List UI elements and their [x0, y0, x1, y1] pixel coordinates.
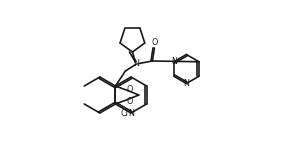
- Text: Cl: Cl: [121, 109, 128, 118]
- Text: N: N: [133, 59, 139, 69]
- Text: O: O: [151, 38, 158, 47]
- Text: N: N: [128, 108, 134, 118]
- Text: N: N: [183, 79, 189, 88]
- Text: O: O: [127, 97, 133, 105]
- Text: N: N: [171, 57, 177, 66]
- Text: O: O: [127, 84, 133, 94]
